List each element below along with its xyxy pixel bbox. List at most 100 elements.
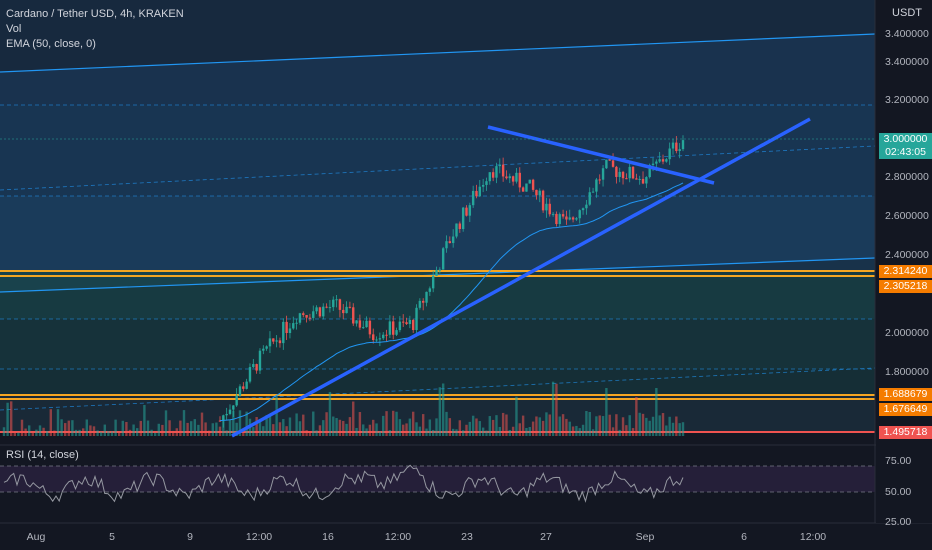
- x-tick-label: 5: [109, 531, 115, 543]
- candle-body: [278, 340, 282, 344]
- volume-bar: [17, 432, 20, 436]
- candle-body: [395, 330, 398, 335]
- volume-bar: [328, 391, 332, 436]
- price-axis-bg[interactable]: [876, 0, 932, 523]
- volume-legend[interactable]: Vol: [6, 23, 22, 35]
- volume-bar: [488, 416, 492, 436]
- chart-legend: Cardano / Tether USD, 4h, KRAKEN Vol EMA…: [6, 7, 184, 52]
- candle-body: [648, 164, 651, 178]
- x-tick-label: 12:00: [799, 531, 827, 543]
- volume-bar: [508, 429, 511, 436]
- volume-bar: [471, 415, 475, 436]
- time-axis-bg[interactable]: [0, 524, 932, 550]
- candle-body: [451, 236, 455, 244]
- band-5: [0, 319, 875, 369]
- candle-body: [518, 172, 521, 188]
- candle-body: [441, 248, 445, 270]
- volume-bar: [441, 383, 445, 436]
- candle-body: [601, 168, 605, 180]
- candle-body: [675, 142, 678, 152]
- candle-body: [625, 178, 628, 180]
- volume-bar: [262, 426, 265, 436]
- volume-bar: [190, 421, 193, 436]
- candle-body: [631, 166, 635, 179]
- rsi-legend[interactable]: RSI (14, close): [6, 449, 79, 461]
- candle-body: [555, 213, 558, 225]
- volume-bar: [428, 419, 432, 436]
- zones: [0, 0, 875, 492]
- volume-bar: [28, 425, 31, 436]
- volume-bar: [182, 410, 186, 436]
- volume-bar: [668, 416, 671, 436]
- band-6: [0, 369, 875, 396]
- currency-label[interactable]: USDT: [892, 7, 922, 19]
- symbol-title[interactable]: Cardano / Tether USD, 4h, KRAKEN: [6, 8, 184, 20]
- x-tick-label: 23: [461, 531, 473, 543]
- volume-bar: [292, 431, 295, 436]
- volume-bar: [455, 429, 458, 436]
- candle-body: [638, 178, 641, 180]
- band-3: [0, 196, 875, 272]
- volume-bar: [298, 421, 302, 436]
- candle-body: [388, 321, 392, 335]
- candle-body: [611, 160, 615, 167]
- volume-bar: [161, 424, 164, 436]
- volume-bar: [545, 412, 548, 436]
- candle-body: [661, 159, 665, 162]
- volume-bar: [211, 423, 214, 436]
- volume-bar: [35, 429, 38, 436]
- volume-bar: [435, 418, 438, 436]
- volume-bar: [628, 415, 631, 436]
- candle-body: [491, 172, 495, 178]
- candle-body: [501, 164, 505, 177]
- candle-body: [535, 189, 538, 196]
- candle-body: [458, 223, 462, 230]
- candle-body: [262, 348, 265, 351]
- volume-bars: [2, 381, 685, 436]
- volume-bar: [197, 424, 200, 436]
- candle-body: [461, 207, 465, 230]
- candle-body: [282, 321, 285, 344]
- volume-bar: [525, 427, 528, 436]
- candle-body: [528, 179, 531, 184]
- candle-body: [568, 217, 571, 220]
- volume-bar: [591, 429, 595, 436]
- volume-bar: [38, 425, 42, 436]
- volume-bar: [675, 416, 678, 436]
- volume-bar: [585, 411, 588, 436]
- volume-bar: [621, 417, 625, 436]
- channel-upper-line[interactable]: [0, 33, 876, 73]
- candle-body: [298, 313, 302, 323]
- volume-bar: [578, 428, 581, 436]
- volume-bar: [232, 410, 235, 436]
- candle-body: [325, 306, 328, 308]
- candle-body: [308, 317, 312, 319]
- candle-body: [525, 183, 528, 192]
- volume-bar: [501, 412, 505, 436]
- candle-body: [588, 192, 591, 205]
- volume-bar: [445, 411, 448, 436]
- volume-bar: [415, 422, 418, 436]
- candle-body: [342, 309, 345, 314]
- volume-bar: [568, 421, 571, 436]
- volume-bar: [278, 422, 282, 436]
- channel-mid-line: [0, 145, 876, 191]
- x-tick-label: 27: [540, 531, 552, 543]
- y-tick-label: 1.800000: [885, 366, 929, 378]
- candle-body: [538, 190, 541, 196]
- candle-body: [408, 319, 412, 325]
- volume-bar: [325, 412, 328, 436]
- ascending-trendline[interactable]: [231, 117, 811, 438]
- ema-legend[interactable]: EMA (50, close, 0): [6, 38, 96, 50]
- descending-trendline[interactable]: [487, 125, 715, 185]
- candle-body: [551, 213, 555, 215]
- candle-body: [665, 159, 668, 162]
- candle-body: [348, 306, 352, 308]
- volume-bar: [438, 387, 442, 436]
- candle-body: [598, 179, 601, 181]
- candle-body: [295, 322, 298, 324]
- volume-bar: [491, 419, 495, 436]
- candle-body: [481, 184, 485, 187]
- candle-body: [435, 270, 438, 276]
